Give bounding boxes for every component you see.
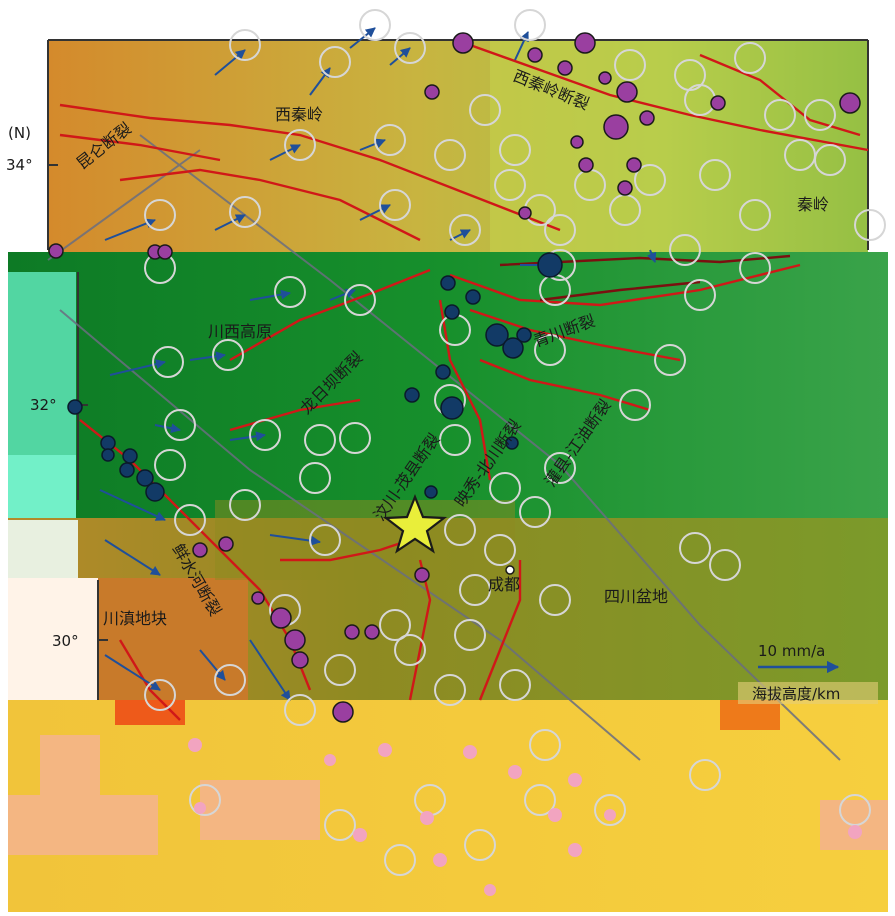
elevation-legend: 海拔高度/km [738,682,878,704]
label-sichuan-yunnan-block: 川滇地块 [103,609,167,628]
lat-axis: (N) 34° 32° 30° [6,124,79,650]
label-chengdu: 成都 [488,575,520,594]
label-west-qinling: 西秦岭 [275,105,323,124]
profile-lines [47,134,841,761]
label-west-sichuan-plateau: 川西高原 [208,322,272,341]
label-qinling: 秦岭 [797,195,829,214]
axis-unit-label: (N) [8,124,31,142]
earthquake-epicenters [48,32,861,723]
chengdu-marker [505,565,515,575]
label-sichuan-basin: 四川盆地 [604,587,668,606]
region-labels: 西秦岭 秦岭 川西高原 四川盆地 川滇地块 成都 [103,105,829,628]
lat-tick-32: 32° [30,396,57,414]
elevation-label: 海拔高度/km [752,685,840,703]
velocity-scale: 10 mm/a [758,642,840,674]
earthquake-epicenters-pink [188,738,862,896]
gps-vectors [99,27,657,701]
epicenter-star [382,494,448,554]
gps-error-ellipses [144,9,886,876]
scale-label: 10 mm/a [758,642,825,660]
lat-tick-34: 34° [6,156,33,174]
lat-tick-30: 30° [52,632,79,650]
earthquake-epicenters-dark [67,252,563,502]
